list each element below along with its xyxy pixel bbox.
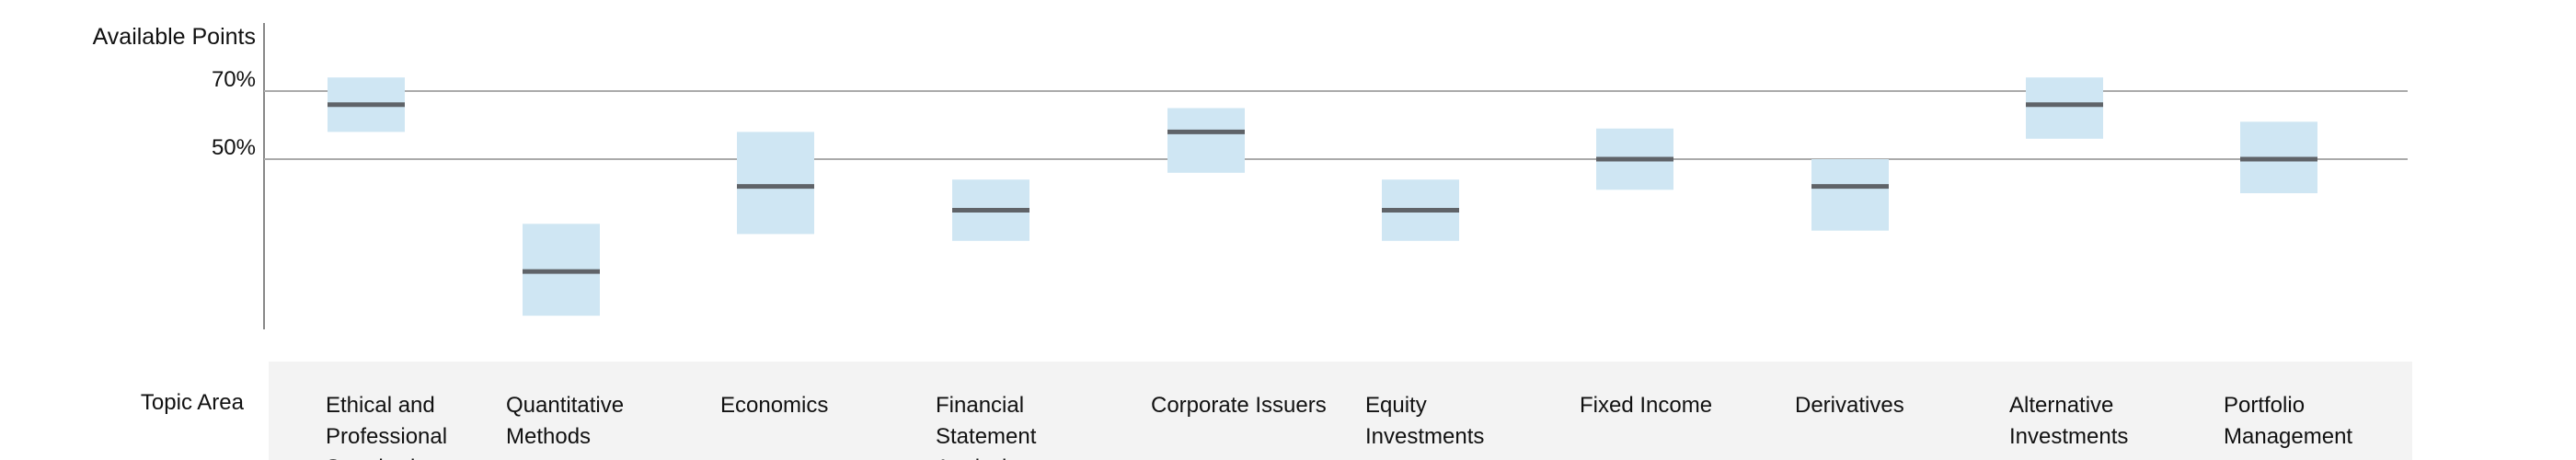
topic-label: Financial Statement Analysis [936, 393, 1037, 460]
range-box [1811, 159, 1889, 231]
topic-label: Portfolio Management [2224, 393, 2353, 449]
topic-label: Alternative Investments [2009, 393, 2129, 449]
topic-label: Equity Investments [1365, 393, 1485, 449]
topic-label: Economics [720, 393, 829, 418]
topic-label: Fixed Income [1580, 393, 1713, 418]
range-box [737, 132, 814, 235]
x-axis-title: Topic Area [140, 390, 244, 415]
y-tick-label: 70% [212, 67, 256, 92]
topic-label: Corporate Issuers [1151, 393, 1327, 418]
range-box [1167, 108, 1245, 173]
y-axis-title: Available Points [92, 24, 256, 50]
topic-area-panel [269, 362, 2412, 460]
range-box [2026, 77, 2103, 139]
y-tick-label: 50% [212, 135, 256, 160]
topic-label: Derivatives [1795, 393, 1904, 418]
topic-label: Ethical and Professional Standards [326, 393, 448, 460]
topic-label: Quantitative Methods [506, 393, 625, 449]
